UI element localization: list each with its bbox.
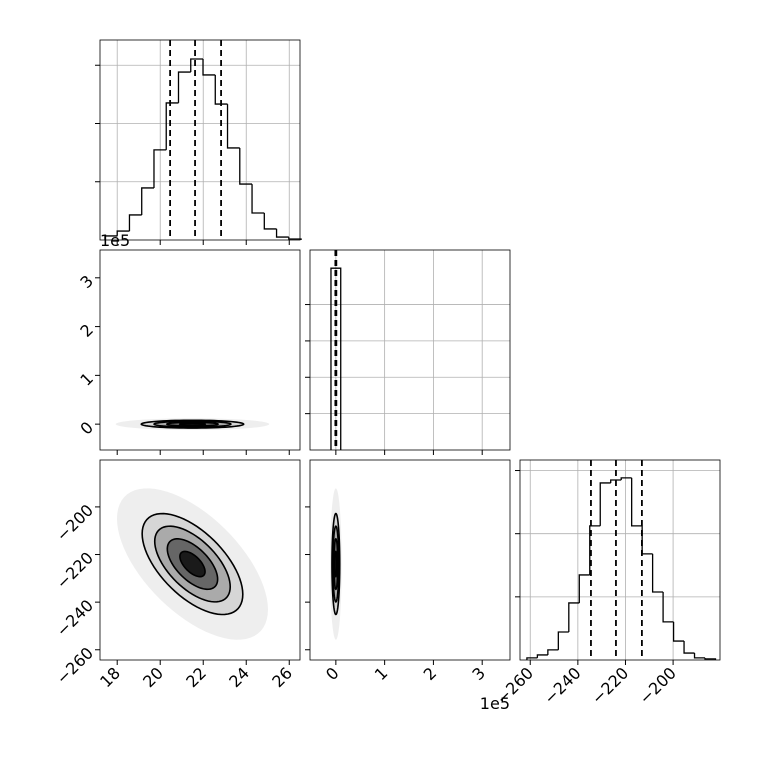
histogram-step (214, 74, 228, 105)
histogram-step (599, 482, 611, 526)
contour (140, 419, 245, 429)
histogram-step (104, 235, 118, 240)
histogram-step (536, 654, 548, 658)
contour (334, 550, 338, 578)
histogram-step (568, 602, 580, 632)
histogram-step (288, 237, 302, 240)
y-offset-label: 1e5 (100, 231, 130, 250)
histogram-step (330, 267, 342, 450)
contour (166, 538, 219, 591)
density-fill (179, 551, 206, 577)
x-offset-label: 1e5 (480, 694, 510, 713)
axes-frame (99, 459, 301, 661)
axes-frame (309, 249, 511, 451)
histogram-step (578, 574, 590, 603)
contour (165, 421, 219, 427)
axes-frame (99, 249, 301, 451)
histogram-step (153, 149, 167, 188)
histogram-step (620, 477, 632, 480)
histogram-step (202, 59, 216, 76)
histogram-step (589, 525, 601, 575)
histogram-step (190, 58, 204, 73)
histogram-step (165, 102, 179, 150)
contour (333, 537, 339, 591)
histogram-step (128, 214, 142, 232)
contour (141, 512, 244, 616)
axes-frame (309, 459, 511, 661)
histogram-step (141, 187, 154, 215)
histogram-step (251, 184, 265, 214)
histogram-step (631, 477, 643, 527)
histogram-step (275, 228, 289, 238)
contour (153, 525, 232, 603)
contour (331, 512, 341, 616)
histogram-step (547, 649, 559, 655)
contour (153, 420, 232, 428)
histogram-step (239, 147, 253, 185)
histogram-step (226, 104, 240, 149)
histogram-step (177, 71, 191, 103)
histogram-step (610, 479, 622, 483)
contour (178, 422, 207, 426)
histogram-step (526, 657, 538, 660)
histogram-step (263, 213, 277, 230)
histogram-step (662, 592, 674, 623)
histogram-step (672, 621, 685, 642)
histogram-step (704, 657, 717, 660)
contour (332, 525, 340, 603)
contour (179, 550, 206, 578)
histogram-step (651, 553, 664, 593)
histogram-step (116, 230, 130, 236)
axes-frame (519, 459, 721, 661)
histogram-step (693, 653, 705, 659)
histogram-step (683, 641, 695, 654)
axes-frame (99, 39, 301, 241)
histogram-step (557, 631, 569, 650)
